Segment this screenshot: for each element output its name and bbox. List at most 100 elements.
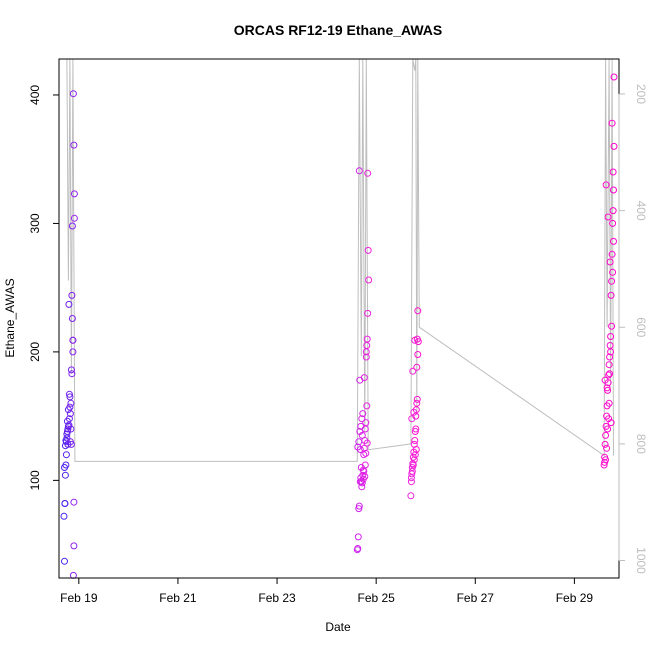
- data-point-flight-feb-24-25: [363, 402, 371, 410]
- data-point-flight-feb-18-19: [62, 451, 70, 459]
- data-point-flight-feb-25-26: [407, 492, 415, 500]
- data-point-flight-feb-29: [608, 322, 616, 330]
- data-point-flight-feb-18-19: [70, 141, 78, 149]
- data-point-flight-feb-24-25: [365, 276, 373, 284]
- data-point-flight-feb-25-26: [411, 437, 419, 444]
- data-point-flight-feb-24-25: [361, 461, 369, 469]
- data-point-flight-feb-24-25: [362, 449, 370, 457]
- data-point-flight-feb-18-19: [66, 393, 74, 401]
- data-point-flight-feb-24-25: [359, 475, 367, 483]
- data-point-flight-feb-29: [608, 250, 616, 258]
- data-point-flight-feb-18-19: [64, 406, 72, 414]
- y2-tick-label: 400: [634, 201, 648, 221]
- data-point-flight-feb-25-26: [413, 395, 421, 403]
- data-point-flight-feb-25-26: [409, 367, 417, 375]
- data-point-flight-feb-29: [609, 268, 617, 276]
- data-point-flight-feb-18-19: [70, 542, 78, 550]
- data-point-flight-feb-29: [608, 277, 616, 285]
- data-point-flight-feb-29: [606, 353, 614, 361]
- data-point-flight-feb-29: [609, 219, 617, 227]
- plot-area: Feb 19 Feb 21 Feb 23 Feb 25 Feb 27 Feb 29 100 2…: [28, 58, 648, 605]
- data-point-flight-feb-18-19: [60, 512, 68, 520]
- data-point-flight-feb-29: [610, 142, 618, 150]
- data-point-flight-feb-24-25: [357, 422, 365, 430]
- data-point-flight-feb-18-19: [63, 434, 71, 442]
- data-point-flight-feb-24-25: [364, 169, 372, 177]
- data-point-flight-feb-18-19: [61, 464, 68, 471]
- data-point-flight-feb-25-26: [414, 307, 422, 315]
- data-point-flight-feb-29: [604, 425, 612, 433]
- data-point-flight-feb-24-25: [358, 479, 366, 487]
- data-point-flight-feb-18-19: [63, 430, 71, 438]
- data-point-flight-feb-29: [605, 361, 613, 369]
- data-point-flight-feb-29: [602, 456, 610, 464]
- y2-tick-label: 600: [634, 317, 648, 337]
- data-point-flight-feb-18-19: [69, 90, 77, 98]
- data-point-flight-feb-24-25: [358, 415, 366, 423]
- data-point-flight-feb-18-19: [67, 366, 75, 374]
- data-point-flight-feb-24-25: [358, 483, 366, 491]
- y-axis-label: Ethane_AWAS: [3, 278, 17, 357]
- data-point-flight-feb-25-26: [409, 461, 417, 469]
- y2-tick-label: 800: [634, 434, 648, 454]
- data-point-flight-feb-24-25: [363, 335, 371, 343]
- data-point-flight-feb-29: [610, 73, 618, 81]
- data-point-flight-feb-24-25: [360, 444, 368, 452]
- data-point-flight-feb-24-25: [355, 502, 363, 510]
- y-tick-label: 300: [28, 213, 42, 233]
- data-point-flight-feb-24-25: [354, 533, 362, 541]
- data-point-flight-feb-18-19: [68, 222, 76, 230]
- data-point-flight-feb-18-19: [63, 428, 71, 435]
- data-point-flight-feb-18-19: [69, 348, 77, 356]
- data-point-flight-feb-25-26: [411, 428, 419, 435]
- data-point-flight-feb-29: [610, 237, 617, 245]
- data-point-flight-feb-25-26: [413, 399, 421, 407]
- data-point-flight-feb-29: [601, 376, 609, 384]
- data-point-flight-feb-24-25: [355, 438, 363, 446]
- data-point-flight-feb-29: [610, 186, 617, 194]
- data-point-flight-feb-24-25: [360, 374, 368, 382]
- data-point-flight-feb-25-26: [410, 408, 418, 416]
- data-point-flight-feb-29: [605, 399, 613, 407]
- data-point-flight-feb-25-26: [414, 351, 422, 358]
- data-point-flight-feb-29: [602, 431, 610, 439]
- x-tick-label: Feb 21: [159, 591, 197, 605]
- data-point-flight-feb-29: [601, 440, 609, 448]
- data-point-flight-feb-24-25: [356, 446, 364, 453]
- data-point-flight-feb-25-26: [408, 415, 416, 423]
- data-point-flight-feb-24-25: [363, 439, 371, 447]
- data-point-flight-feb-29: [604, 213, 612, 221]
- y-tick-label: 400: [28, 85, 42, 105]
- data-point-flight-feb-24-25: [364, 246, 372, 254]
- y2-tick-label: 1000: [634, 547, 648, 574]
- data-point-flight-feb-24-25: [362, 353, 370, 361]
- data-point-flight-feb-29: [607, 348, 615, 356]
- x-tick-label: Feb 27: [457, 591, 495, 605]
- chart-title: ORCAS RF12-19 Ethane_AWAS: [234, 22, 443, 38]
- data-point-flight-feb-29: [602, 181, 610, 189]
- data-point-flight-feb-24-25: [360, 467, 368, 475]
- data-point-flight-feb-18-19: [61, 500, 69, 507]
- data-point-flight-feb-18-19: [61, 557, 68, 565]
- data-point-flight-feb-18-19: [65, 300, 73, 308]
- data-point-flight-feb-29: [604, 386, 612, 394]
- data-point-flight-feb-29: [607, 419, 615, 427]
- data-point-flight-feb-18-19: [61, 442, 69, 450]
- data-point-flight-feb-24-25: [359, 471, 367, 479]
- data-point-flight-feb-18-19: [70, 498, 78, 506]
- x-tick-label: Feb 23: [258, 591, 296, 605]
- data-point-flight-feb-25-26: [412, 425, 420, 433]
- data-point-flight-feb-18-19: [68, 315, 76, 322]
- y-tick-label: 200: [28, 342, 42, 362]
- data-point-flight-feb-18-19: [66, 410, 74, 418]
- data-point-flight-feb-18-19: [68, 370, 76, 378]
- data-point-flight-feb-25-26: [412, 446, 420, 453]
- data-point-flight-feb-24-25: [359, 410, 367, 418]
- data-point-flight-feb-18-19: [69, 336, 77, 344]
- data-point-flight-feb-18-19: [65, 415, 73, 423]
- x-axis-label: Date: [325, 620, 351, 634]
- y-tick-label: 100: [28, 470, 42, 490]
- data-point-flight-feb-18-19: [68, 291, 76, 299]
